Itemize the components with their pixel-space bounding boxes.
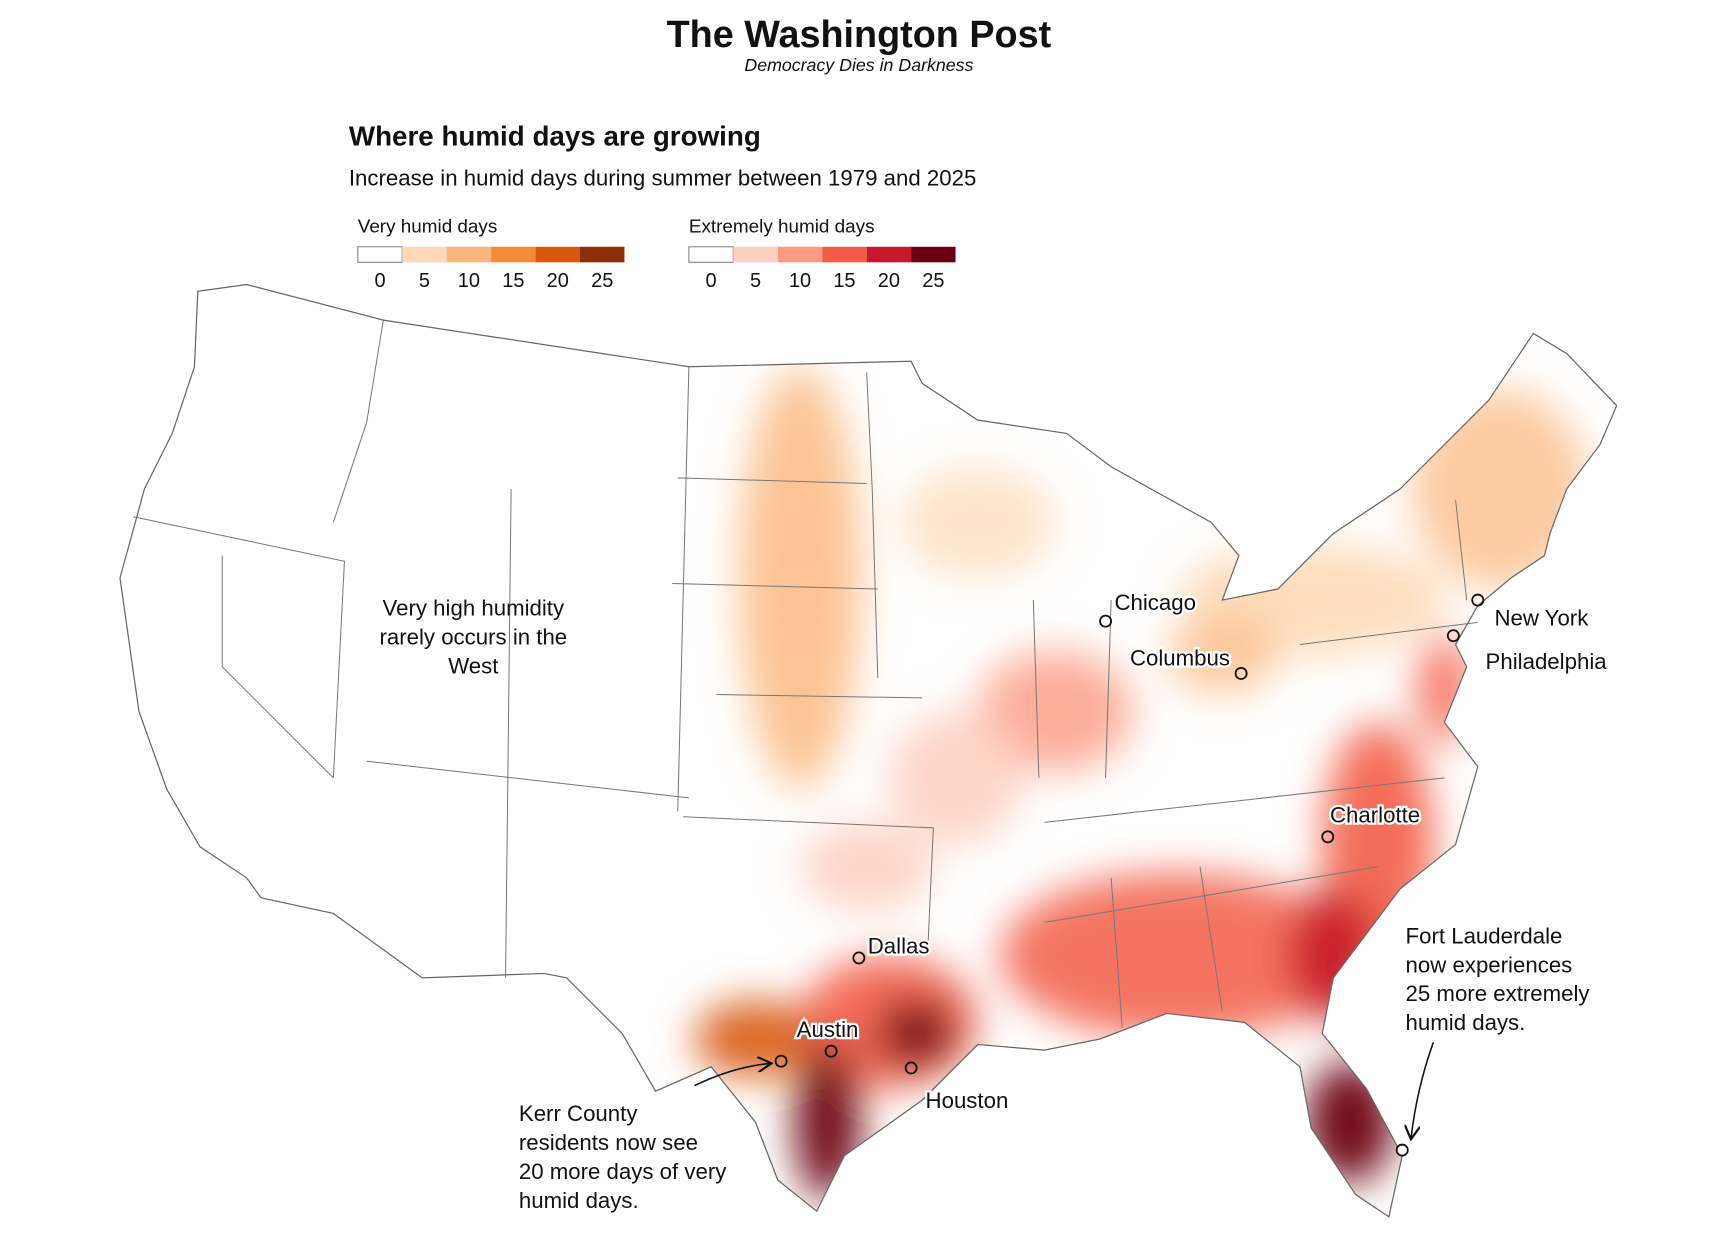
state-line [1299,621,1478,646]
legend-title: Very humid days [358,216,498,237]
legend-swatch [491,246,536,263]
city-marker [1321,830,1335,844]
city-marker [904,1061,918,1075]
annotation: West [448,653,499,678]
legend-swatch [357,246,403,263]
humidity-area [1166,616,1278,695]
legend-tick-label: 0 [374,270,385,292]
legend-tick-label: 5 [419,270,430,292]
annotation: 25 more extremely [1406,981,1591,1006]
annotation: residents now see [519,1130,698,1155]
city-marker [852,951,866,965]
state-line [1110,877,1123,1028]
city-label: New York [1494,606,1589,631]
location-marker [774,1054,788,1068]
city-label: Austin [797,1017,859,1042]
state-line [1455,500,1468,601]
city-marker [824,1044,838,1058]
annotation: Kerr County [519,1101,638,1126]
humidity-area [1411,389,1589,589]
city-marker [1099,614,1112,628]
location-marker [1395,1143,1409,1157]
annotation: Fort Lauderdale [1406,923,1563,948]
legend-swatch [535,246,580,263]
humidity-area [738,366,862,789]
annotation: now experiences [1406,952,1573,977]
state-line [677,366,690,812]
humidity-area [800,822,934,912]
legend-tick-label: 15 [502,270,524,292]
legend-swatch [446,246,492,263]
legend-title: Extremely humid days [689,216,875,237]
humidity-area [794,1044,862,1201]
legend-swatch [911,246,956,263]
city-label: Charlotte [1330,802,1420,827]
legend-tick-label: 10 [458,270,480,292]
city-label: Philadelphia [1486,649,1608,674]
annotation-arrow [694,1063,770,1087]
legend-swatch [733,246,778,263]
us-outline [119,283,1618,1218]
state-line [1044,777,1445,823]
state-line [683,816,934,829]
humidity-area [900,466,1056,578]
state-line [133,516,345,778]
state-line [866,372,879,678]
annotation: humid days. [519,1188,639,1213]
state-line [1199,866,1223,1012]
state-line [366,760,689,799]
humidity-area [977,650,1134,773]
state-line [927,827,934,951]
state-line [1105,600,1112,778]
annotation: Very high humidity [383,596,565,621]
legend-swatch [688,246,734,263]
state-line [505,488,512,978]
annotation: humid days. [1406,1010,1526,1035]
humidity-area [1288,889,1378,1023]
legend-tick-label: 20 [878,270,900,292]
legend-tick-label: 25 [922,270,944,292]
logo: The Washington Post [667,14,1052,56]
legend-tick-label: 15 [833,270,855,292]
legend-tick-label: 0 [706,270,717,292]
tagline: Democracy Dies in Darkness [744,55,973,75]
legend-tick-label: 20 [547,270,569,292]
humidity-area [888,711,1023,845]
city-marker [1471,593,1485,607]
legend-swatch [866,246,912,263]
state-line [672,582,878,590]
city-marker [1446,629,1460,643]
state-line [1032,600,1040,778]
annotation: 20 more days of very [519,1159,727,1184]
city-label: Dallas [868,933,930,958]
state-line [677,477,867,484]
legend-swatch [402,246,447,263]
city-label: Chicago [1114,590,1196,615]
state-lines [133,320,1478,1028]
state-line [716,694,923,699]
annotation-arrow [1411,1042,1435,1138]
legend-swatch [777,246,823,263]
annotation: rarely occurs in the [379,625,567,650]
humidity-area [1000,872,1356,1039]
legend-swatch [580,246,625,263]
state-line [332,320,384,523]
city-marker [1234,667,1248,680]
legend-tick-label: 10 [789,270,811,292]
humidity-area [1305,1061,1395,1184]
humidity-shading [694,366,1589,1201]
legend-tick-label: 5 [750,270,761,292]
chart-subtitle: Increase in humid days during summer bet… [349,166,976,191]
city-label: Houston [926,1088,1009,1113]
legend-swatch [822,246,867,263]
chart-title: Where humid days are growing [349,121,761,152]
city-label: Columbus [1130,646,1230,671]
humidity-area [877,1000,956,1067]
state-line [221,555,334,779]
humidity-area [1416,633,1473,745]
legend-tick-label: 25 [591,270,613,292]
state-line [1044,866,1378,923]
